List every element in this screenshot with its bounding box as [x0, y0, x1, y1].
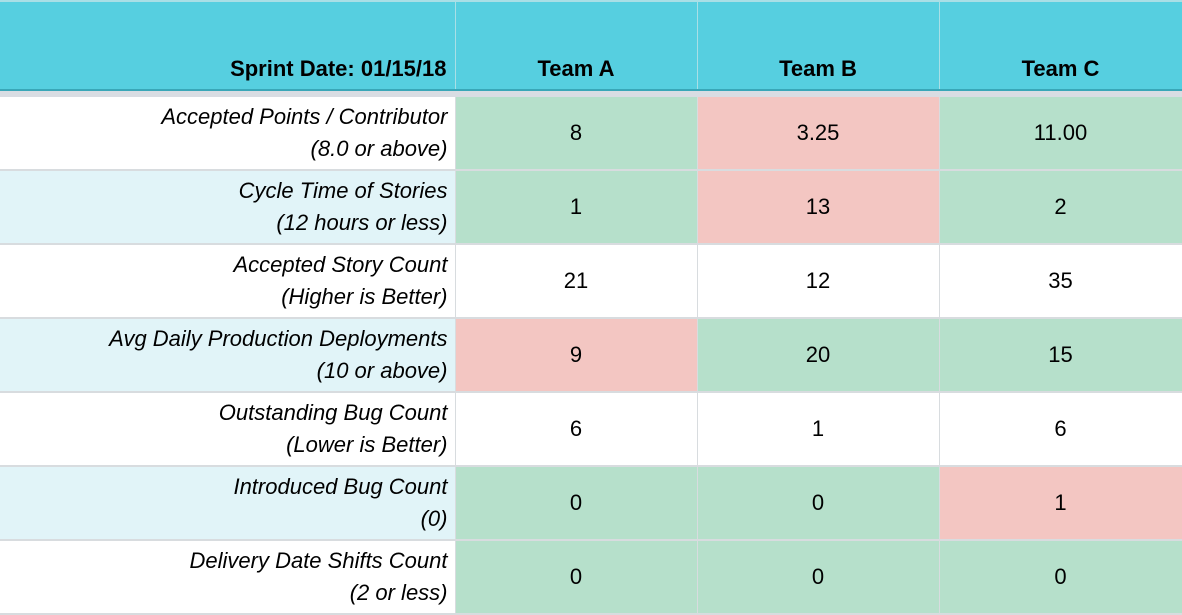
header-divider — [0, 90, 1182, 97]
metric-label-cell[interactable]: Cycle Time of Stories (12 hours or less) — [0, 170, 456, 245]
metric-target: (Higher is Better) — [281, 284, 448, 309]
metric-label-cell[interactable]: Accepted Points / Contributor (8.0 or ab… — [0, 97, 456, 171]
metric-target: (2 or less) — [349, 580, 448, 605]
metric-label-cell[interactable]: Outstanding Bug Count (Lower is Better) — [0, 392, 456, 467]
metric-name: Introduced Bug Count — [233, 474, 448, 499]
team-a-value-cell[interactable]: 0 — [455, 540, 698, 615]
table-row: Outstanding Bug Count (Lower is Better) … — [0, 392, 1182, 467]
team-b-value-cell[interactable]: 0 — [697, 540, 940, 615]
metric-name: Delivery Date Shifts Count — [189, 548, 448, 573]
metric-name: Outstanding Bug Count — [218, 400, 448, 425]
team-a-value-cell[interactable]: 6 — [455, 392, 698, 467]
metric-label-cell[interactable]: Delivery Date Shifts Count (2 or less) — [0, 540, 456, 615]
metric-label-cell[interactable]: Avg Daily Production Deployments (10 or … — [0, 318, 456, 393]
team-c-value-cell[interactable]: 11.00 — [939, 97, 1182, 171]
team-c-value-cell[interactable]: 35 — [939, 244, 1182, 319]
team-b-value-cell[interactable]: 20 — [697, 318, 940, 393]
team-b-value-cell[interactable]: 0 — [697, 466, 940, 541]
divider-cell — [939, 90, 1182, 97]
divider-cell — [0, 90, 455, 97]
metric-label-cell[interactable]: Introduced Bug Count (0) — [0, 466, 456, 541]
divider-cell — [455, 90, 697, 97]
team-c-value-cell[interactable]: 15 — [939, 318, 1182, 393]
metric-name: Accepted Story Count — [233, 252, 448, 277]
table-header: Sprint Date: 01/15/18 Team A Team B Team… — [0, 0, 1182, 91]
table-row: Cycle Time of Stories (12 hours or less)… — [0, 170, 1182, 245]
divider-cell — [697, 90, 939, 97]
team-b-value-cell[interactable]: 3.25 — [697, 97, 940, 171]
team-c-value-cell[interactable]: 0 — [939, 540, 1182, 615]
metric-target: (10 or above) — [316, 358, 448, 383]
metric-label-cell[interactable]: Accepted Story Count (Higher is Better) — [0, 244, 456, 319]
header-row: Sprint Date: 01/15/18 Team A Team B Team… — [0, 0, 1182, 91]
team-b-value-cell[interactable]: 1 — [697, 392, 940, 467]
metric-name: Accepted Points / Contributor — [161, 104, 448, 129]
team-b-value-cell[interactable]: 12 — [697, 244, 940, 319]
team-c-header[interactable]: Team C — [939, 0, 1182, 91]
table-row: Delivery Date Shifts Count (2 or less) 0… — [0, 540, 1182, 615]
team-a-value-cell[interactable]: 8 — [455, 97, 698, 171]
team-b-header[interactable]: Team B — [697, 0, 940, 91]
table-body: Accepted Points / Contributor (8.0 or ab… — [0, 90, 1182, 615]
metric-name: Cycle Time of Stories — [238, 178, 448, 203]
metric-target: (0) — [420, 506, 448, 531]
team-a-value-cell[interactable]: 1 — [455, 170, 698, 245]
table-row: Introduced Bug Count (0) 0 0 1 — [0, 466, 1182, 541]
table-row: Avg Daily Production Deployments (10 or … — [0, 318, 1182, 393]
team-a-header[interactable]: Team A — [455, 0, 698, 91]
team-a-value-cell[interactable]: 21 — [455, 244, 698, 319]
team-a-value-cell[interactable]: 9 — [455, 318, 698, 393]
metric-name: Avg Daily Production Deployments — [109, 326, 448, 351]
team-c-value-cell[interactable]: 1 — [939, 466, 1182, 541]
metric-target: (Lower is Better) — [286, 432, 448, 457]
team-a-value-cell[interactable]: 0 — [455, 466, 698, 541]
team-c-value-cell[interactable]: 2 — [939, 170, 1182, 245]
team-c-value-cell[interactable]: 6 — [939, 392, 1182, 467]
metric-target: (12 hours or less) — [276, 210, 448, 235]
table-row: Accepted Story Count (Higher is Better) … — [0, 244, 1182, 319]
sprint-date-header[interactable]: Sprint Date: 01/15/18 — [0, 0, 456, 91]
metric-target: (8.0 or above) — [310, 136, 448, 161]
team-b-value-cell[interactable]: 13 — [697, 170, 940, 245]
table-row: Accepted Points / Contributor (8.0 or ab… — [0, 97, 1182, 171]
